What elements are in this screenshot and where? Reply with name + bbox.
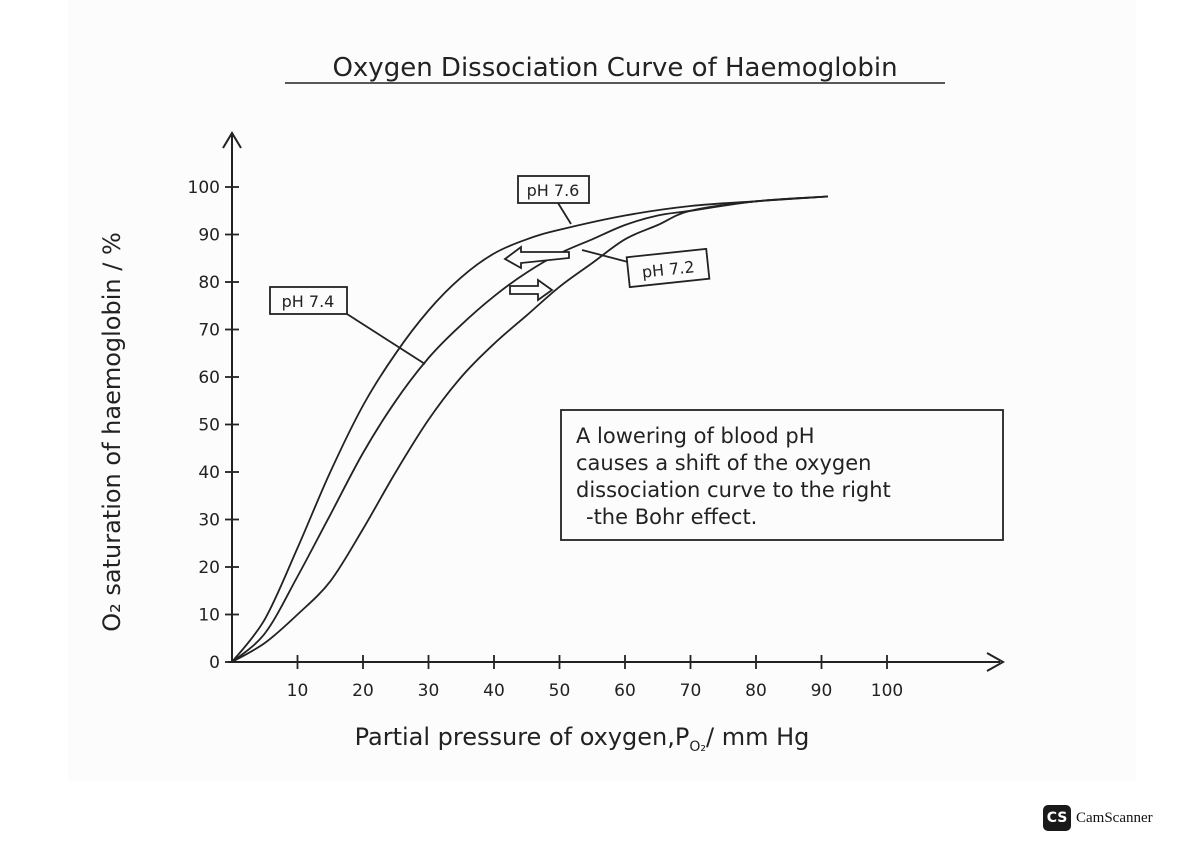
- x-tick-label: 100: [871, 681, 903, 701]
- label-ph76-box: [517, 175, 590, 204]
- y-tick-label: 50: [198, 416, 220, 436]
- camscanner-logo-icon: CS: [1043, 805, 1071, 831]
- x-tick-label: 90: [811, 681, 833, 701]
- y-tick-label: 40: [198, 463, 220, 483]
- y-tick-label: 70: [198, 321, 220, 341]
- x-tick-label: 80: [745, 681, 767, 701]
- x-axis-label: Partial pressure of oxygen,PO₂/ mm Hg: [355, 723, 810, 755]
- x-tick-label: 30: [418, 681, 440, 701]
- y-tick-label: 80: [198, 273, 220, 293]
- bohr-effect-note-box: [560, 409, 1004, 541]
- y-tick-label: 10: [198, 606, 220, 626]
- y-ticks: 0 10 20 30 40 50 60 70 80 90 100: [188, 178, 239, 673]
- bohr-effect-note-line-3: dissociation curve to the right: [576, 478, 891, 502]
- x-tick-label: 20: [352, 681, 374, 701]
- x-axis-label-units: / mm Hg: [706, 723, 809, 751]
- bohr-effect-note-line-1: A lowering of blood pH: [576, 424, 815, 448]
- y-tick-label: 90: [198, 226, 220, 246]
- right-shift-arrow: [509, 278, 554, 302]
- x-tick-label: 50: [549, 681, 571, 701]
- x-tick-label: 70: [680, 681, 702, 701]
- label-ph76: pH 7.6: [517, 175, 590, 225]
- bohr-effect-note-line-2: causes a shift of the oxygen: [576, 451, 871, 475]
- x-tick-label: 40: [483, 681, 505, 701]
- y-tick-label: 30: [198, 511, 220, 531]
- x-tick-label: 60: [614, 681, 636, 701]
- curve-ph-7-4: [231, 195, 829, 663]
- camscanner-watermark: CS CamScanner: [1043, 803, 1153, 833]
- x-axis-label-subscript: O₂: [689, 739, 706, 755]
- chart-title: Oxygen Dissociation Curve of Haemoglobin: [332, 53, 897, 83]
- label-ph74: pH 7.4: [269, 286, 426, 365]
- bohr-effect-note-line-4: -the Bohr effect.: [586, 505, 757, 529]
- label-ph72-box: [625, 247, 711, 289]
- label-ph72-leader: [581, 249, 629, 263]
- label-ph74-box: [269, 286, 348, 315]
- y-tick-label: 100: [188, 178, 220, 198]
- bohr-effect-note: A lowering of blood pH causes a shift of…: [560, 409, 1004, 541]
- left-shift-arrow: [503, 245, 570, 270]
- y-axis-arrowhead: [222, 131, 242, 149]
- label-ph76-leader: [557, 202, 572, 225]
- x-tick-label: 10: [287, 681, 309, 701]
- x-axis-label-main: Partial pressure of oxygen,P: [355, 723, 690, 751]
- label-ph74-text: pH 7.4: [282, 292, 335, 311]
- y-tick-label: 20: [198, 558, 220, 578]
- y-tick-label: 60: [198, 368, 220, 388]
- curve-ph-7-2: [231, 195, 829, 663]
- curve-ph-7-6: [231, 195, 829, 663]
- axes: [222, 131, 1006, 672]
- x-axis-arrowhead: [986, 652, 1006, 672]
- y-axis-label: O₂ saturation of haemoglobin / %: [98, 232, 126, 632]
- label-ph76-text: pH 7.6: [527, 181, 580, 200]
- y-tick-label: 0: [209, 653, 220, 673]
- x-ticks: 10 20 30 40 50 60 70 80 90 100: [287, 655, 903, 701]
- curves: [231, 195, 829, 663]
- label-ph74-leader: [346, 313, 426, 365]
- camscanner-name: CamScanner: [1076, 809, 1153, 826]
- label-ph72: pH 7.2: [581, 247, 711, 289]
